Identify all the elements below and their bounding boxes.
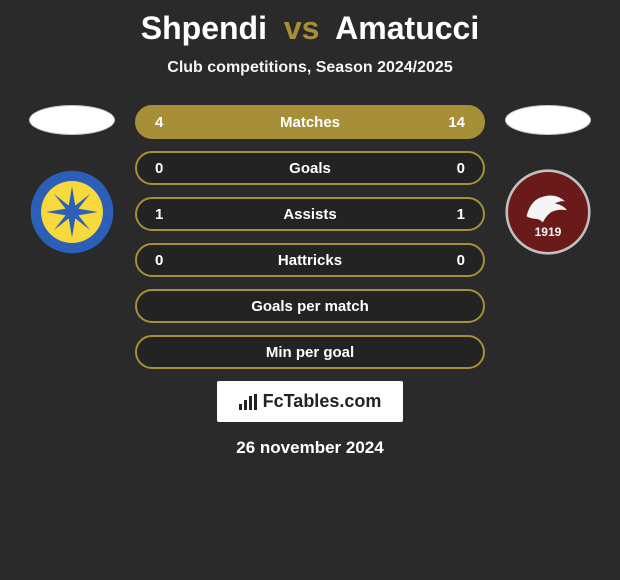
stat-left-value: 0: [155, 252, 179, 269]
stat-label: Min per goal: [179, 344, 441, 361]
stat-row: 0Goals0: [135, 151, 485, 185]
right-club-badge-icon: 1919: [505, 169, 591, 255]
svg-text:1919: 1919: [535, 225, 562, 239]
stat-label: Matches: [179, 114, 441, 131]
player1-name: Shpendi: [141, 10, 267, 46]
stat-row: 0Hattricks0: [135, 243, 485, 277]
left-club-badge-icon: [29, 169, 115, 255]
stat-row: Min per goal: [135, 335, 485, 369]
brand-label: FcTables.com: [263, 391, 382, 412]
subtitle: Club competitions, Season 2024/2025: [167, 59, 452, 77]
stat-left-value: 0: [155, 160, 179, 177]
stat-row: 1Assists1: [135, 197, 485, 231]
vs-label: vs: [276, 10, 328, 46]
stat-label: Hattricks: [179, 252, 441, 269]
stat-label: Goals: [179, 160, 441, 177]
brand-bars-icon: [239, 394, 257, 410]
stats-column: 4Matches140Goals01Assists10Hattricks0Goa…: [135, 105, 485, 369]
brand-badge: FcTables.com: [217, 381, 404, 422]
player2-name: Amatucci: [335, 10, 479, 46]
stat-right-value: 0: [441, 160, 465, 177]
stat-row: Goals per match: [135, 289, 485, 323]
left-flag-icon: [29, 105, 115, 135]
stat-row: 4Matches14: [135, 105, 485, 139]
stat-left-value: 4: [155, 114, 179, 131]
stat-right-value: 1: [441, 206, 465, 223]
right-flag-icon: [505, 105, 591, 135]
date-label: 26 november 2024: [236, 438, 383, 458]
right-column: 1919: [493, 105, 603, 255]
comparison-card: Shpendi vs Amatucci Club competitions, S…: [0, 0, 620, 458]
left-column: [17, 105, 127, 255]
stat-right-value: 14: [441, 114, 465, 131]
main-row: 4Matches140Goals01Assists10Hattricks0Goa…: [0, 105, 620, 369]
page-title: Shpendi vs Amatucci: [141, 10, 479, 47]
stat-label: Goals per match: [179, 298, 441, 315]
stat-left-value: 1: [155, 206, 179, 223]
stat-label: Assists: [179, 206, 441, 223]
stat-right-value: 0: [441, 252, 465, 269]
